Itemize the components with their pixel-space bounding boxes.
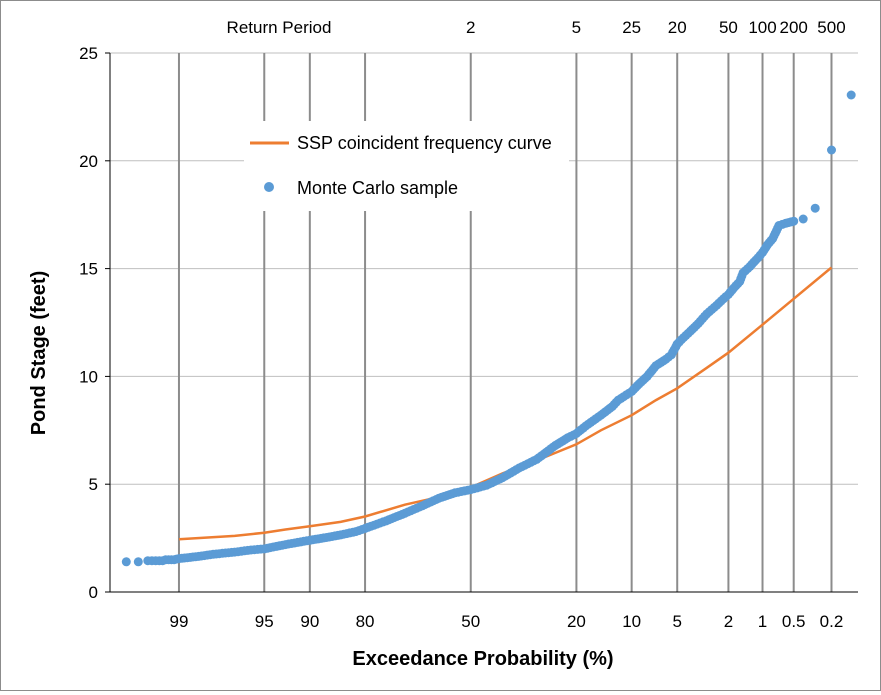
top-axis-title: Return Period (227, 18, 332, 37)
x-tick-label: 80 (356, 612, 375, 631)
legend: SSP coincident frequency curve Monte Car… (244, 121, 569, 211)
x-tick-label: 20 (567, 612, 586, 631)
monte-carlo-point (798, 214, 808, 224)
x-tick-label: 0.2 (820, 612, 844, 631)
return-period-label: 500 (817, 18, 845, 37)
x-tick-label: 90 (300, 612, 319, 631)
legend-marker-swatch (264, 182, 274, 192)
y-tick-label: 25 (79, 44, 98, 63)
y-tick-label: 10 (79, 367, 98, 386)
monte-carlo-points (121, 90, 856, 567)
monte-carlo-point (827, 145, 836, 155)
legend-label-ssp: SSP coincident frequency curve (297, 133, 552, 153)
return-period-label: 50 (719, 18, 738, 37)
x-tick-label: 2 (724, 612, 733, 631)
x-tick-label: 95 (255, 612, 274, 631)
axis-layer (105, 52, 858, 593)
return-period-label: 20 (668, 18, 687, 37)
return-period-label: 2 (466, 18, 475, 37)
y-tick-label: 20 (79, 152, 98, 171)
return-period-label: 100 (748, 18, 776, 37)
legend-background (244, 121, 569, 211)
ssp-frequency-curve (178, 266, 833, 541)
x-tick-label: 0.5 (782, 612, 806, 631)
y-tick-label: 5 (89, 475, 98, 494)
x-tick-label: 99 (170, 612, 189, 631)
x-tick-label: 10 (622, 612, 641, 631)
x-tick-label: 5 (672, 612, 681, 631)
series-layer (121, 90, 856, 567)
x-tick-label: 1 (758, 612, 767, 631)
monte-carlo-point (133, 557, 143, 567)
grid-layer (110, 52, 858, 592)
return-period-label: 200 (780, 18, 808, 37)
y-tick-label: 0 (89, 583, 98, 602)
return-period-label: 25 (622, 18, 641, 37)
return-period-label: 5 (572, 18, 581, 37)
monte-carlo-point (810, 203, 820, 213)
monte-carlo-point (789, 216, 799, 226)
legend-label-monte-carlo: Monte Carlo sample (297, 178, 458, 198)
x-axis-title: Exceedance Probability (%) (352, 648, 613, 670)
monte-carlo-point (846, 90, 856, 100)
y-tick-label: 15 (79, 260, 98, 279)
monte-carlo-point (121, 557, 131, 567)
y-axis-title: Pond Stage (feet) (28, 271, 50, 435)
x-tick-label: 50 (461, 612, 480, 631)
